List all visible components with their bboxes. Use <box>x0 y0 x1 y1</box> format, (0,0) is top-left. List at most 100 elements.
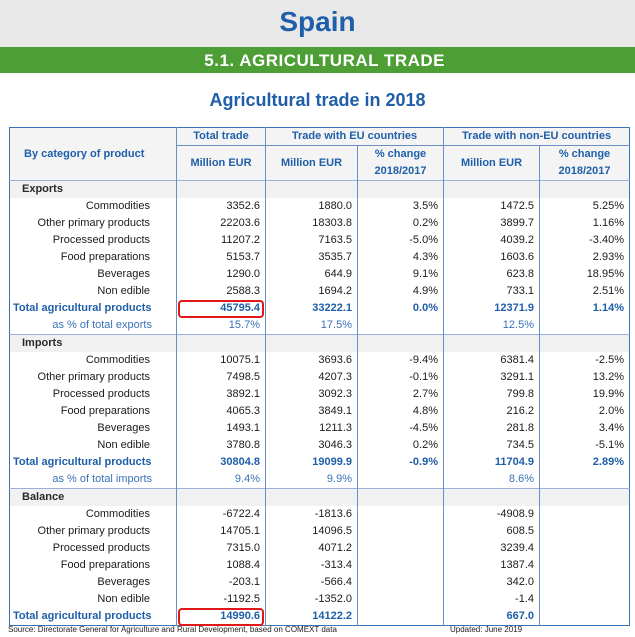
non-eu-trade-value: 623.8 <box>443 266 540 283</box>
non-eu-trade-total: 11704.9 <box>443 454 540 471</box>
empty-cell <box>539 488 630 506</box>
table-row: Beverages 1493.1 1211.3 -4.5% 281.8 3.4% <box>10 420 630 437</box>
non-eu-share-value: 8.6% <box>443 471 540 489</box>
row-label: Beverages <box>97 422 150 434</box>
balance-section: Balance Commodities -6722.4 -1813.6 -4908.9 O… <box>9 488 630 626</box>
eu-change-value: 9.1% <box>357 266 444 283</box>
non-eu-trade-value: 608.5 <box>443 523 540 540</box>
non-eu-trade-value: 3239.4 <box>443 540 540 557</box>
non-eu-trade-value: 6381.4 <box>443 352 540 369</box>
row-label: Commodities <box>85 508 150 520</box>
total-trade-value: 11207.2 <box>176 232 266 249</box>
row-label: Other primary products <box>37 525 150 537</box>
eu-change-value: 2.7% <box>357 386 444 403</box>
empty-cell <box>176 180 266 198</box>
total-label: Total agricultural products <box>13 302 152 314</box>
empty-cell <box>176 488 266 506</box>
total-share-value: 15.7% <box>176 317 266 335</box>
table-row: Non edible 3780.8 3046.3 0.2% 734.5 -5.1% <box>10 437 630 454</box>
table-row: Beverages 1290.0 644.9 9.1% 623.8 18.95% <box>10 266 630 283</box>
imports-title-row: Imports <box>9 334 630 352</box>
total-trade-value: 3780.8 <box>176 437 266 454</box>
category-header: By category of product <box>9 127 177 181</box>
non-eu-trade-value: 216.2 <box>443 403 540 420</box>
total-trade-value: 7315.0 <box>176 540 266 557</box>
row-label: Commodities <box>85 354 150 366</box>
eu-change-value <box>357 540 444 557</box>
total-trade-value: 22203.6 <box>176 215 266 232</box>
non-eu-trade-value: -1.4 <box>443 591 540 608</box>
eu-change-value <box>357 557 444 574</box>
empty-cell <box>357 317 444 335</box>
eu-change-value: 4.8% <box>357 403 444 420</box>
non-eu-trade-value: 281.8 <box>443 420 540 437</box>
eu-trade-value: 1694.2 <box>265 283 358 300</box>
updated-note: Updated: June 2019 <box>450 625 523 634</box>
row-label: Non edible <box>97 439 150 451</box>
non-eu-change-value: -3.40% <box>539 232 630 249</box>
eu-trade-value: 18303.8 <box>265 215 358 232</box>
eu-trade-value: 14096.5 <box>265 523 358 540</box>
table-row: Food preparations 1088.4 -313.4 1387.4 <box>10 557 630 574</box>
table-row: Non edible 2588.3 1694.2 4.9% 733.1 2.51% <box>10 283 630 300</box>
table-row: Commodities -6722.4 -1813.6 -4908.9 <box>10 506 630 523</box>
eu-change-value: 4.3% <box>357 249 444 266</box>
non-eu-trade-total: 667.0 <box>443 608 540 626</box>
exports-section: Exports Commodities 3352.6 1880.0 3.5% 1472.5… <box>9 180 630 335</box>
empty-cell <box>539 180 630 198</box>
non-eu-change-value <box>539 540 630 557</box>
imports-share-row: as % of total imports 9.4% 9.9% 8.6% <box>10 471 630 489</box>
exports-title-row: Exports <box>9 180 630 198</box>
table-row: Non edible -1192.5 -1352.0 -1.4 <box>10 591 630 608</box>
empty-cell <box>539 334 630 352</box>
share-label: as % of total imports <box>52 473 152 485</box>
non-eu-change-total: 2.89% <box>539 454 630 471</box>
eu-trade-value: 1211.3 <box>265 420 358 437</box>
imports-total-row: Total agricultural products 30804.8 19099.… <box>10 454 630 471</box>
table-row: Other primary products 7498.5 4207.3 -0.1% 3… <box>10 369 630 386</box>
eu-change-value: -5.0% <box>357 232 444 249</box>
non-eu-change-value <box>539 523 630 540</box>
total-trade-value: 5153.7 <box>176 249 266 266</box>
empty-cell <box>265 334 358 352</box>
non-eu-trade-value: 734.5 <box>443 437 540 454</box>
eu-trade-value: 3092.3 <box>265 386 358 403</box>
non-eu-change-value: -5.1% <box>539 437 630 454</box>
total-trade-value: 1290.0 <box>176 266 266 283</box>
table-row: Food preparations 4065.3 3849.1 4.8% 216.2 2.… <box>10 403 630 420</box>
eu-trade-value: 3693.6 <box>265 352 358 369</box>
exports-share-row: as % of total exports 15.7% 17.5% 12.5% <box>10 317 630 335</box>
country-header: Spain <box>0 0 635 47</box>
non-eu-trade-value: 1387.4 <box>443 557 540 574</box>
eu-trade-value: 4071.2 <box>265 540 358 557</box>
empty-cell <box>539 471 630 489</box>
empty-cell <box>357 488 444 506</box>
eu-change-value <box>357 591 444 608</box>
imports-section: Imports Commodities 10075.1 3693.6 -9.4% 6381… <box>9 334 630 489</box>
non-eu-trade-value: 3291.1 <box>443 369 540 386</box>
non-eu-change-total: 1.14% <box>539 300 630 317</box>
eu-change-value: 4.9% <box>357 283 444 300</box>
row-label: Processed products <box>52 542 150 554</box>
table-header-row-2: Million EUR Million EUR % change 2018/20… <box>10 145 630 181</box>
non-eu-trade-value: 733.1 <box>443 283 540 300</box>
trade-table: By category of product Total trade Trade… <box>9 127 630 626</box>
eu-change-value: -9.4% <box>357 352 444 369</box>
eu-change-value: 3.5% <box>357 198 444 215</box>
non-eu-change-total <box>539 608 630 626</box>
non-eu-trade-value: -4908.9 <box>443 506 540 523</box>
total-trade-value: 4065.3 <box>176 403 266 420</box>
total-share-value: 9.4% <box>176 471 266 489</box>
row-label: Food preparations <box>60 405 150 417</box>
balance-title: Balance <box>9 488 177 506</box>
total-trade-value: 14705.1 <box>176 523 266 540</box>
total-label: Total agricultural products <box>13 456 152 468</box>
eu-change-value: 0.2% <box>357 215 444 232</box>
empty-cell <box>357 180 444 198</box>
table-title: Agricultural trade in 2018 <box>209 90 426 110</box>
non-eu-change-value <box>539 591 630 608</box>
empty-cell <box>176 334 266 352</box>
total-trade-value: -203.1 <box>176 574 266 591</box>
table-row: Food preparations 5153.7 3535.7 4.3% 1603.6 2… <box>10 249 630 266</box>
non-eu-trade-value: 1472.5 <box>443 198 540 215</box>
